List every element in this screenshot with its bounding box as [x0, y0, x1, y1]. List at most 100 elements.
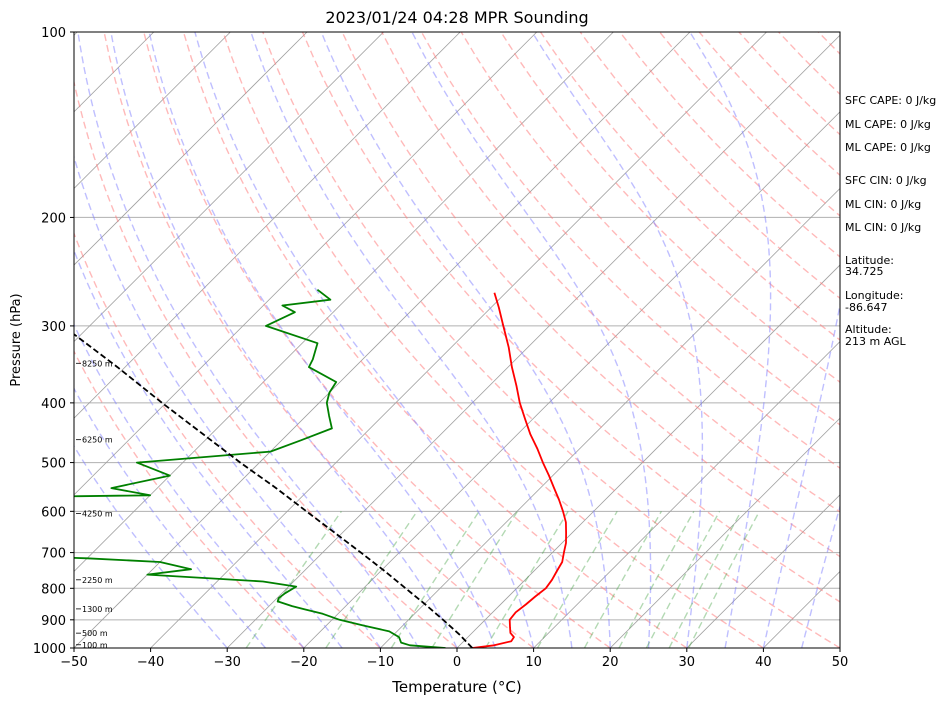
y-tick-label: 900 [41, 614, 66, 629]
isotherm-line [74, 32, 231, 189]
dry-adiabat-line [500, 32, 840, 384]
height-label: 2250 m [82, 576, 113, 585]
height-label: 6250 m [82, 436, 113, 445]
chart-title: 2023/01/24 04:28 MPR Sounding [325, 8, 588, 27]
plot-frame [73, 31, 841, 649]
annotation-latitude-value: 34.725 [845, 265, 884, 278]
isotherm-line [303, 111, 840, 648]
x-tick-label: 0 [453, 655, 461, 670]
moist-adiabat-line [801, 504, 840, 648]
x-tick-label: −30 [213, 655, 240, 670]
y-tick-label: 800 [41, 582, 66, 597]
moist-adiabat-line [148, 32, 496, 648]
annotation-sfc-cape: SFC CAPE: 0 J/kg [845, 94, 936, 107]
dry-adiabat-line [74, 231, 381, 648]
y-tick-label: 400 [41, 397, 66, 412]
height-label: 500 m [82, 629, 108, 638]
dry-adiabat-line [103, 32, 535, 648]
moist-adiabat-line [531, 32, 704, 648]
moist-adiabat-line [689, 32, 772, 648]
parameter-annotations: SFC CAPE: 0 J/kg ML CAPE: 0 J/kg ML CAPE… [845, 94, 936, 348]
mixing-ratio-line [325, 510, 418, 648]
temperature-profile [472, 292, 567, 648]
height-label: 4250 m [82, 510, 113, 519]
isotherm-line [74, 32, 538, 496]
y-tick-label: 200 [41, 211, 66, 226]
mixing-ratio-line [431, 510, 519, 648]
mixing-ratio-line [245, 510, 342, 648]
y-tick-label: 100 [41, 26, 66, 41]
height-label: 1300 m [82, 605, 113, 614]
isotherm-line [74, 32, 384, 343]
x-tick-label: 20 [602, 655, 619, 670]
isotherm-line [686, 494, 840, 648]
annotation-sfc-cin: SFC CIN: 0 J/kg [845, 174, 927, 187]
moist-adiabat-line [110, 32, 458, 648]
dry-adiabat-line [539, 32, 840, 341]
dry-adiabat-line [74, 349, 305, 648]
height-label: 100 m [82, 641, 108, 650]
x-tick-label: 50 [832, 655, 849, 670]
moist-adiabat-line [74, 444, 228, 648]
dry-adiabat-line [381, 32, 840, 513]
moist-adiabat-line [74, 248, 343, 648]
isotherm-line [456, 264, 840, 648]
x-tick-label: 40 [755, 655, 772, 670]
isotherm-line [74, 32, 691, 648]
moist-adiabat-line [250, 32, 573, 648]
isotherm-line [380, 187, 840, 648]
dry-adiabat-line [143, 32, 611, 648]
moist-adiabat-line [77, 32, 420, 648]
y-tick-label: 1000 [33, 642, 66, 657]
x-tick-label: −20 [290, 655, 317, 670]
moist-adiabat-line [74, 387, 267, 648]
dry-adiabat-line [74, 79, 458, 648]
moist-adiabat-line [74, 323, 305, 648]
isotherm-line [226, 34, 840, 648]
mixing-ratio-line [688, 510, 761, 648]
mixing-ratio-line [618, 510, 695, 648]
annotation-longitude-label: Longitude: [845, 289, 903, 302]
isotherm-line [609, 417, 840, 648]
y-tick-label: 300 [41, 320, 66, 335]
x-tick-label: 10 [525, 655, 542, 670]
isotherm-line [533, 341, 840, 648]
moist-adiabat-line [194, 32, 535, 648]
dry-adiabat-line [579, 32, 840, 300]
x-tick-label: 30 [679, 655, 696, 670]
mixing-ratio-line [390, 510, 480, 648]
x-axis-label: Temperature (°C) [391, 678, 521, 696]
isotherm-line [74, 32, 461, 419]
moist-adiabat-line [762, 301, 840, 648]
dry-adiabat-line [222, 32, 764, 648]
x-tick-label: −40 [137, 655, 164, 670]
dry-adiabat-line [182, 32, 688, 648]
annotation-latitude-label: Latitude: [845, 254, 894, 267]
annotation-ml-cin: ML CIN: 0 J/kg [845, 198, 921, 211]
skewt-grid-lines [0, 32, 840, 648]
dry-adiabat-line [341, 32, 840, 558]
mixing-ratio-line [645, 510, 721, 648]
parcel-profile [74, 333, 473, 648]
annotation-altitude-value: 213 m AGL [845, 335, 907, 348]
isotherm-line [0, 32, 1, 648]
annotation-longitude-value: -86.647 [845, 301, 887, 314]
y-tick-label: 600 [41, 505, 66, 520]
annotation-altitude-label: Altitude: [845, 323, 892, 336]
sounding-profiles [74, 288, 567, 648]
x-tick-label: −50 [60, 655, 87, 670]
mixing-ratio-line [668, 510, 742, 648]
height-labels: 100 m 500 m 1300 m 2250 m 4250 m 6250 m 8250 m [76, 359, 113, 650]
y-axis-label: Pressure (hPa) [9, 293, 24, 386]
annotation-ml-cape-2: ML CAPE: 0 J/kg [845, 141, 931, 154]
isotherm-line [74, 32, 308, 266]
mixing-ratio-line [536, 510, 618, 648]
y-tick-label: 700 [41, 547, 66, 562]
dry-adiabat-line [301, 32, 840, 603]
y-tick-label: 500 [41, 457, 66, 472]
x-tick-label: −10 [367, 655, 394, 670]
mixing-ratio-line [583, 510, 663, 648]
dry-adiabat-line [262, 32, 840, 648]
dry-adiabat-line [460, 32, 840, 426]
